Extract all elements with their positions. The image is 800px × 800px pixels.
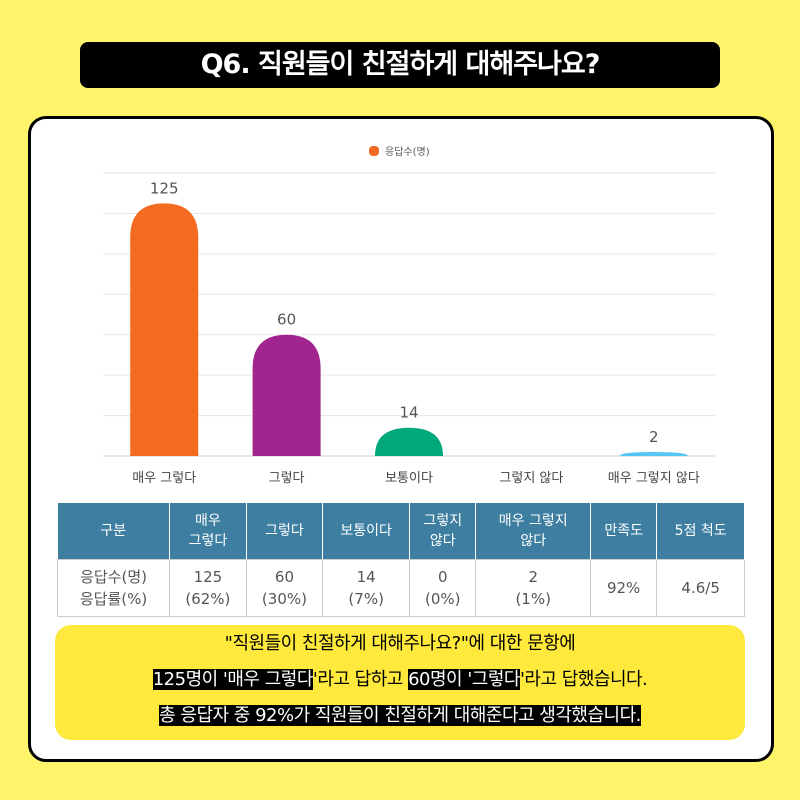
table-cell: 14 (7%) [322,559,411,617]
column-header: 5점 척도 [656,503,745,560]
legend-swatch [369,146,379,156]
bar [619,451,688,456]
table-cell: 4.6/5 [656,559,745,617]
data-label: 60 [277,311,296,329]
legend-label: 응답수(명) [385,146,430,158]
column-header: 매우 그렇다 [169,503,247,560]
table-cell: 0 (0%) [409,559,477,617]
table-cell: 60 (30%) [245,559,324,617]
results-table: 구분 매우 그렇다 그렇다 보통이다 그렇지 않다 매우 그렇지 않다 만족도 5점 척도 응답수(… [56,503,745,617]
data-label: 125 [150,179,179,197]
column-header: 그렇다 [246,503,324,560]
highlight: 60명이 '그렇다 [408,669,520,690]
bar-chart: 응답수(명) 125 매우 그렇다 60 그렇다 14 보통이다 그렇지 않다 2 매우 그렇지 … [103,146,715,486]
summary-line-3: 총 응답자 중 92%가 직원들이 친절하게 대해준다고 생각했습니다. [55,698,745,734]
x-tick-label: 매우 그렇지 않다 [608,471,700,486]
column-header: 보통이다 [322,503,411,560]
column-header: 매우 그렇지 않다 [475,503,591,560]
data-label: 2 [649,428,659,446]
table-cell: 2 (1%) [475,559,591,617]
summary-line-1: "직원들이 친절하게 대해주나요?"에 대한 문항에 [224,633,576,654]
highlight: 125명이 '매우 그렇다 [152,669,313,690]
x-tick-label: 그렇다 [269,471,305,486]
summary-box: "직원들이 친절하게 대해주나요?"에 대한 문항에 125명이 '매우 그렇다… [55,625,745,740]
page-title: Q6. 직원들이 친절하게 대해주나요? [80,42,720,88]
summary-text: '라고 답하고 [312,669,409,690]
highlight: 총 응답자 중 92%가 직원들이 친절하게 대해준다고 생각했습니다. [159,705,641,726]
summary-line-2: 125명이 '매우 그렇다'라고 답하고 60명이 '그렇다'라고 답했습니다. [55,662,745,698]
x-tick-label: 보통이다 [385,471,433,486]
column-header: 구분 [57,503,171,560]
x-tick-label: 그렇지 않다 [499,471,563,486]
summary-text: '라고 답했습니다. [519,669,648,690]
table-header-row: 구분 매우 그렇다 그렇다 보통이다 그렇지 않다 매우 그렇지 않다 만족도 5점 척도 [57,503,745,560]
column-header: 만족도 [590,503,658,560]
table-row: 응답수(명) 응답률(%) 125 (62%) 60 (30%) 14 (7%) 0 (0%) 2(… [56,559,745,617]
table-cell: 응답수(명) 응답률(%) [56,559,171,617]
x-tick-label: 매우 그렇다 [132,471,196,486]
bar [252,334,321,456]
table-cell: 92% [589,559,658,617]
bar [375,427,443,456]
table-cell: 125 (62%) [169,559,247,617]
column-header: 그렇지 않다 [409,503,477,560]
bar [130,203,199,456]
data-label: 14 [399,404,418,422]
